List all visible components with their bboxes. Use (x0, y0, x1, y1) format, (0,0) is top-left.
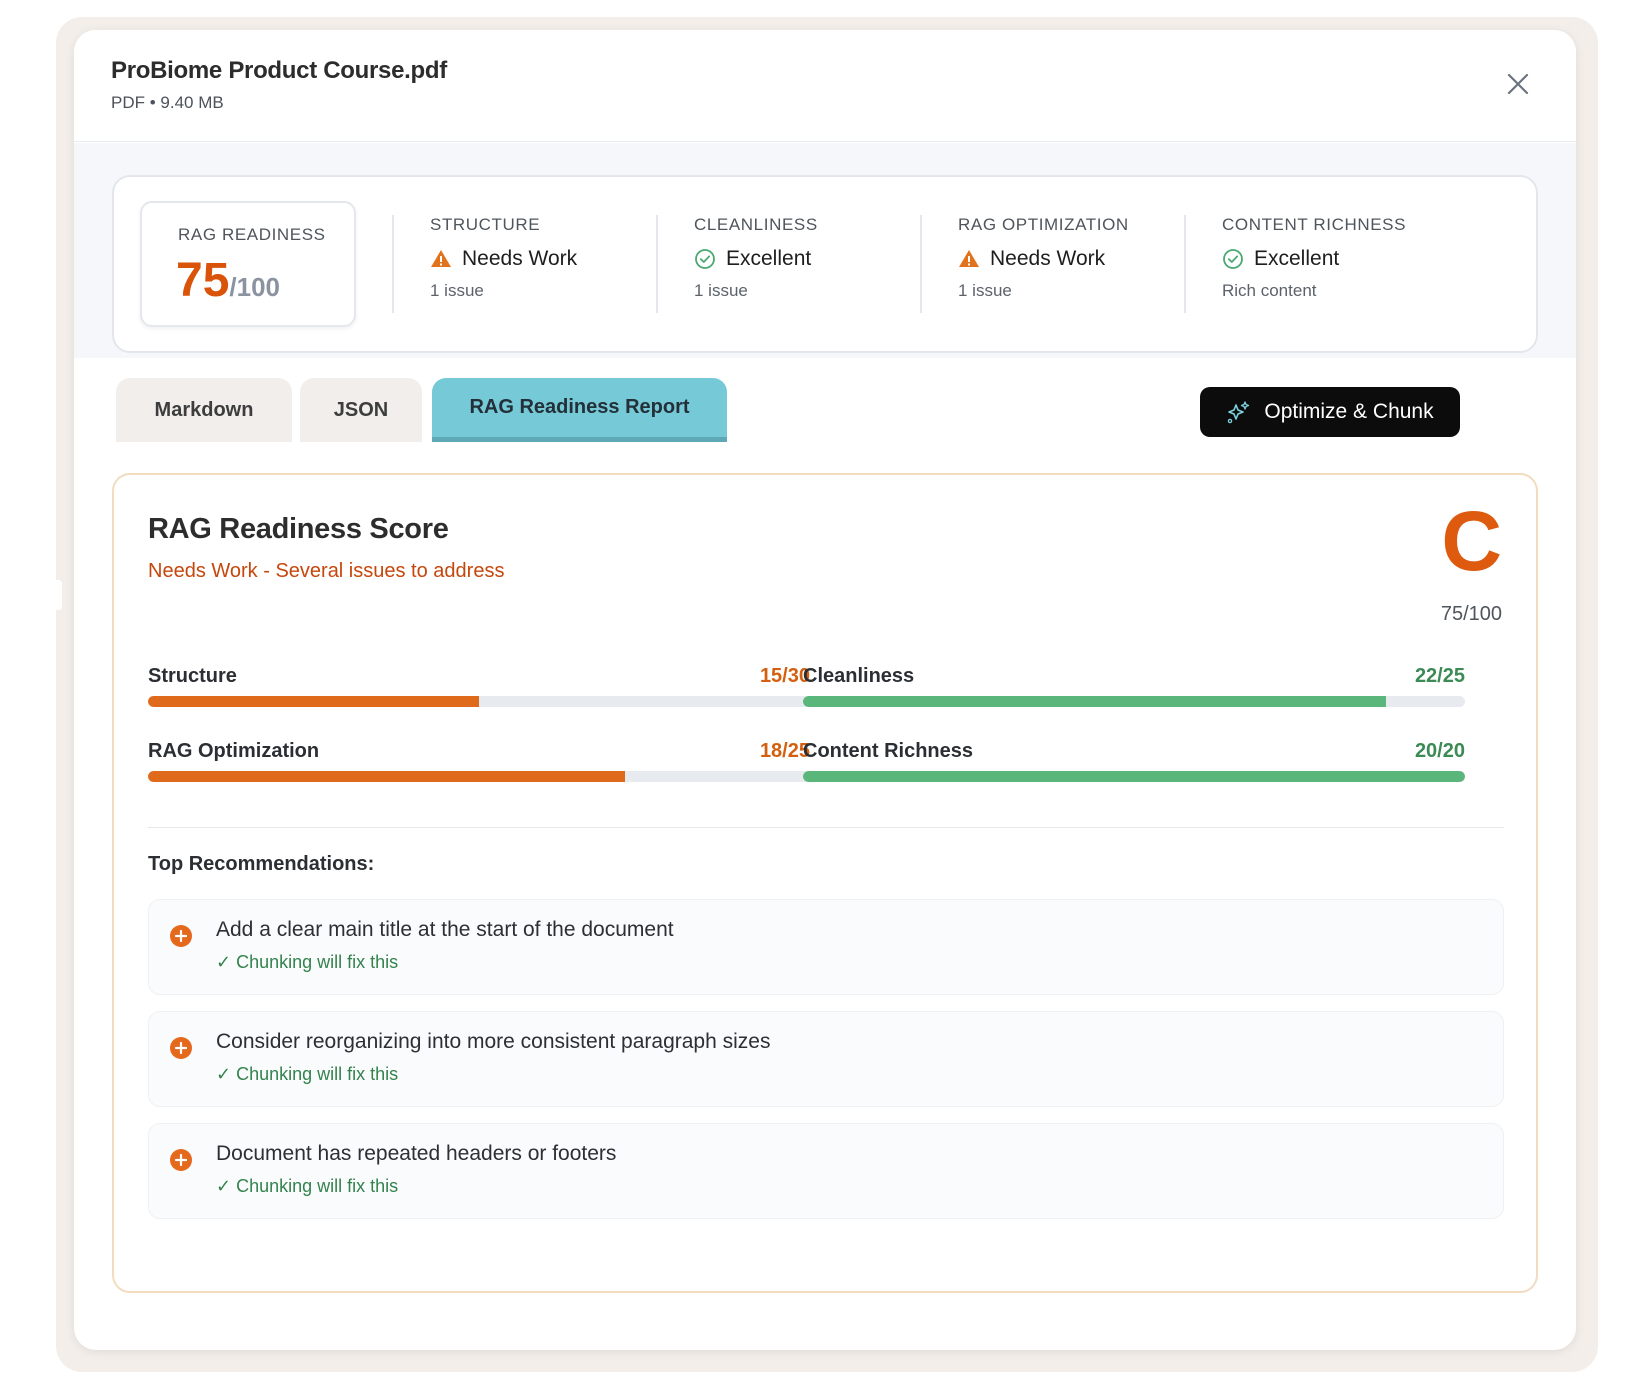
file-meta: PDF • 9.40 MB (111, 93, 224, 112)
optimize-chunk-label: Optimize & Chunk (1264, 400, 1434, 423)
tab-markdown[interactable]: Markdown (116, 378, 292, 442)
category-name: Content Richness (803, 740, 974, 762)
summary-card: RAG READINESS 75/100 STRUCTURE Needs Wor… (112, 175, 1538, 353)
category-name: Cleanliness (803, 665, 915, 687)
recommendation-item: Consider reorganizing into more consiste… (148, 1011, 1504, 1107)
rag-report-card: RAG Readiness Score Needs Work - Several… (112, 473, 1538, 1293)
side-handle (52, 580, 62, 610)
metric-rag-optimization: RAG OPTIMIZATION Needs Work 1 issue (920, 215, 1184, 313)
recommendation-item: Add a clear main title at the start of t… (148, 899, 1504, 995)
metric-status: Needs Work (958, 247, 1184, 271)
plus-circle-icon (170, 1037, 192, 1059)
metric-status: Needs Work (430, 247, 656, 271)
report-subtitle: Needs Work - Several issues to address (148, 560, 505, 582)
warning-icon (959, 250, 979, 267)
progress-track (803, 696, 1465, 707)
recommendations-title: Top Recommendations: (148, 853, 375, 875)
metric-sub: Rich content (1222, 281, 1317, 300)
progress-fill (803, 771, 1465, 782)
recommendation-note: ✓ Chunking will fix this (216, 1176, 399, 1196)
category-bar-rag-optimization: RAG Optimization 18/25 (148, 740, 810, 800)
progress-track (148, 771, 810, 782)
rag-readiness-score-box: RAG READINESS 75/100 (140, 201, 356, 327)
category-bar-cleanliness: Cleanliness 22/25 (803, 665, 1465, 725)
progress-track (803, 771, 1465, 782)
close-button[interactable] (1504, 70, 1532, 98)
report-title: RAG Readiness Score (148, 513, 449, 545)
metric-content-richness: CONTENT RICHNESS Excellent Rich content (1184, 215, 1484, 313)
warning-icon (431, 250, 451, 267)
grade-letter: C (1441, 494, 1502, 588)
category-value: 15/30 (759, 665, 810, 687)
category-name: RAG Optimization (148, 740, 320, 762)
metric-status: Excellent (694, 247, 920, 271)
metric-label: CLEANLINESS (694, 215, 818, 234)
recommendation-note: ✓ Chunking will fix this (216, 1064, 399, 1084)
plus-circle-icon (170, 1149, 192, 1171)
progress-fill (803, 696, 1386, 707)
recommendation-note: ✓ Chunking will fix this (216, 952, 399, 972)
progress-fill (148, 696, 479, 707)
close-icon (1507, 73, 1529, 95)
category-bar-structure: Structure 15/30 (148, 665, 810, 725)
recommendation-text: Add a clear main title at the start of t… (216, 918, 674, 941)
summary-zone: RAG READINESS 75/100 STRUCTURE Needs Wor… (74, 143, 1576, 358)
recommendation-text: Document has repeated headers or footers (216, 1142, 617, 1165)
file-title: ProBiome Product Course.pdf (111, 57, 447, 84)
score-label: RAG READINESS (178, 225, 326, 244)
grade-score: 75/100 (1440, 603, 1502, 625)
metric-status: Excellent (1222, 247, 1484, 271)
category-value: 20/20 (1414, 740, 1465, 762)
metric-label: STRUCTURE (430, 215, 541, 234)
file-preview-modal: ProBiome Product Course.pdf PDF • 9.40 M… (74, 30, 1576, 1350)
plus-circle-icon (170, 925, 192, 947)
metric-label: CONTENT RICHNESS (1222, 215, 1407, 234)
sparkle-icon (1228, 401, 1250, 424)
recommendation-item: Document has repeated headers or footers… (148, 1123, 1504, 1219)
category-name: Structure (148, 665, 237, 687)
progress-track (148, 696, 810, 707)
check-circle-icon (695, 249, 715, 269)
progress-fill (148, 771, 625, 782)
score-max: /100 (229, 272, 280, 302)
metric-sub: 1 issue (958, 281, 1012, 300)
tab-json[interactable]: JSON (300, 378, 422, 442)
metric-cleanliness: CLEANLINESS Excellent 1 issue (656, 215, 920, 313)
recommendation-text: Consider reorganizing into more consiste… (216, 1030, 771, 1053)
metric-label: RAG OPTIMIZATION (958, 215, 1129, 234)
category-value: 18/25 (759, 740, 810, 762)
optimize-chunk-button[interactable]: Optimize & Chunk (1200, 387, 1460, 437)
section-divider (148, 827, 1504, 828)
category-value: 22/25 (1414, 665, 1465, 687)
metric-sub: 1 issue (694, 281, 748, 300)
tab-rag-readiness-report[interactable]: RAG Readiness Report (432, 378, 727, 442)
metric-structure: STRUCTURE Needs Work 1 issue (392, 215, 656, 313)
modal-header: ProBiome Product Course.pdf PDF • 9.40 M… (74, 30, 1576, 142)
metric-sub: 1 issue (430, 281, 484, 300)
score-value: 75/100 (176, 254, 280, 307)
check-circle-icon (1223, 249, 1243, 269)
category-bar-content-richness: Content Richness 20/20 (803, 740, 1465, 800)
